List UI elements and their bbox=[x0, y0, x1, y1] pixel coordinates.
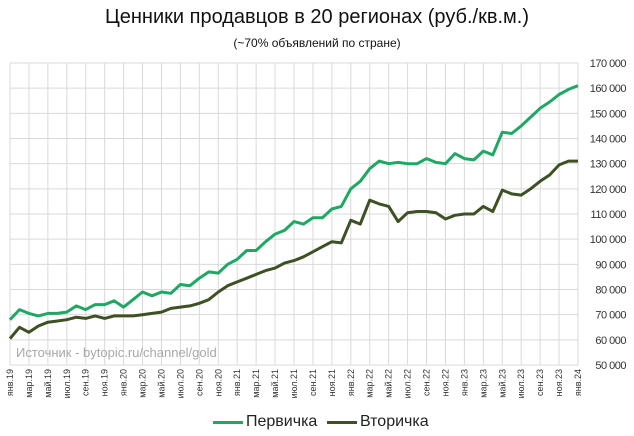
x-tick-label: мар.23 bbox=[478, 369, 488, 398]
chart-subtitle: (~70% объявлений по стране) bbox=[233, 36, 401, 50]
x-tick-label: май.22 bbox=[384, 369, 394, 398]
x-tick-label: янв.23 bbox=[459, 369, 469, 396]
y-tick-label: 140 000 bbox=[590, 134, 627, 146]
legend-item-primary: Первичка bbox=[213, 413, 317, 431]
y-tick-label: 80 000 bbox=[595, 285, 626, 297]
x-tick-label: ноя.21 bbox=[327, 369, 337, 396]
series-line-primary bbox=[8, 84, 579, 321]
x-tick-label: янв.21 bbox=[232, 369, 242, 396]
x-tick-label: ноя.19 bbox=[100, 369, 110, 396]
y-tick-label: 90 000 bbox=[595, 259, 626, 271]
legend-swatch-secondary bbox=[327, 420, 357, 424]
y-tick-label: 110 000 bbox=[591, 209, 627, 221]
x-tick-label: мар.21 bbox=[251, 369, 261, 398]
x-tick-label: сен.20 bbox=[194, 369, 204, 396]
y-axis-ticks: 50 000 60 000 70 000 80 000 90 000 100 000 110… bbox=[590, 58, 627, 372]
x-tick-label: сен.23 bbox=[535, 369, 545, 396]
legend-label-secondary: Вторичка bbox=[360, 413, 429, 430]
x-tick-label: сен.21 bbox=[308, 369, 318, 396]
x-tick-label: янв.19 bbox=[5, 369, 15, 396]
grid bbox=[9, 62, 579, 366]
x-tick-label: мар.19 bbox=[24, 369, 34, 398]
legend-label-primary: Первичка bbox=[246, 413, 318, 430]
y-tick-label: 60 000 bbox=[595, 335, 626, 347]
x-tick-label: янв.20 bbox=[119, 369, 129, 396]
x-tick-label: сен.19 bbox=[81, 369, 91, 396]
x-tick-label: май.19 bbox=[43, 369, 53, 398]
x-axis-ticks: янв.19 мар.19 май.19 июл.19 сен.19 ноя.19 янв.… bbox=[5, 369, 583, 398]
y-tick-label: 120 000 bbox=[590, 184, 627, 196]
x-tick-label: май.23 bbox=[497, 369, 507, 398]
x-tick-label: мар.20 bbox=[138, 369, 148, 398]
series-line-secondary bbox=[8, 159, 578, 340]
x-tick-label: июл.19 bbox=[62, 369, 72, 398]
x-tick-label: июл.21 bbox=[289, 369, 299, 398]
x-tick-label: ноя.20 bbox=[213, 369, 223, 396]
y-tick-label: 100 000 bbox=[590, 234, 627, 246]
y-tick-label: 50 000 bbox=[595, 360, 626, 372]
x-tick-label: ноя.23 bbox=[554, 369, 564, 396]
y-tick-label: 130 000 bbox=[590, 159, 627, 171]
x-tick-label: май.20 bbox=[156, 369, 166, 398]
source-watermark: Источник - bytopic.ru/channel/gold bbox=[16, 345, 217, 360]
y-tick-label: 170 000 bbox=[590, 58, 627, 70]
legend-swatch-primary bbox=[213, 420, 243, 424]
x-tick-label: ноя.22 bbox=[440, 369, 450, 396]
chart-title: Ценники продавцов в 20 регионах (руб./кв… bbox=[104, 6, 530, 28]
x-tick-label: мар.22 bbox=[365, 369, 375, 398]
x-tick-label: янв.22 bbox=[346, 369, 356, 396]
x-tick-label: июл.22 bbox=[403, 369, 413, 398]
x-tick-label: янв.24 bbox=[573, 369, 583, 396]
y-tick-label: 160 000 bbox=[590, 83, 627, 95]
series-lines bbox=[8, 84, 579, 340]
x-tick-label: июл.20 bbox=[175, 369, 185, 398]
x-tick-label: сен.22 bbox=[422, 369, 432, 396]
y-tick-label: 70 000 bbox=[595, 310, 626, 322]
legend-item-secondary: Вторичка bbox=[327, 413, 429, 431]
y-tick-label: 150 000 bbox=[590, 108, 627, 120]
x-tick-label: май.21 bbox=[270, 369, 280, 398]
x-tick-label: июл.23 bbox=[516, 369, 526, 398]
